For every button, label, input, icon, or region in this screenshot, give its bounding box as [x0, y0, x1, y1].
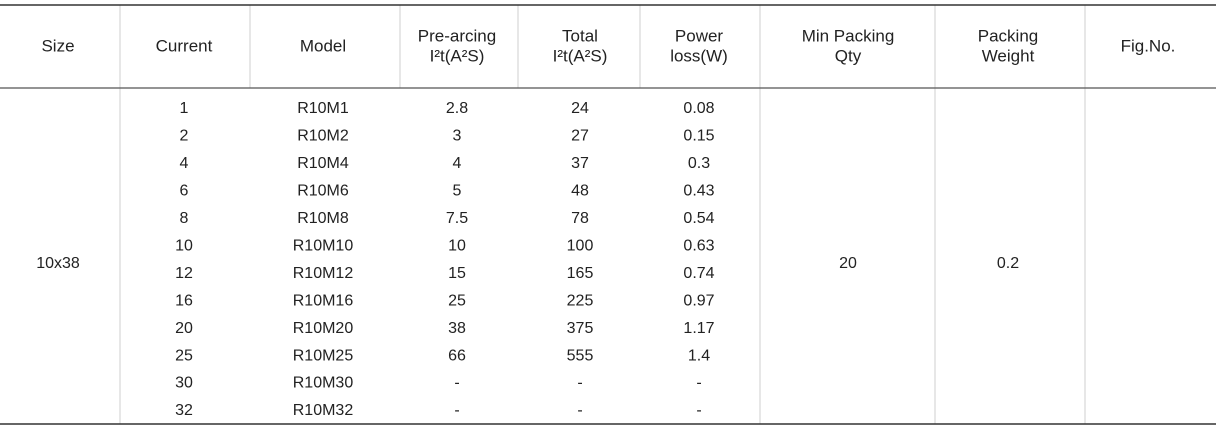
cell: R10M20: [293, 320, 354, 337]
cell: -: [454, 375, 459, 392]
cell: 48: [571, 183, 589, 200]
cell: 15: [448, 265, 466, 282]
cell: R10M2: [297, 128, 349, 145]
min-packing-cell: 20: [839, 255, 857, 272]
cell: 1: [180, 100, 189, 117]
cell: 30: [175, 375, 193, 392]
header-cell: Min Packing: [802, 26, 895, 45]
cell: 5: [453, 183, 462, 200]
cell: 165: [567, 265, 594, 282]
cell: 6: [180, 183, 189, 200]
cell: 10: [175, 237, 193, 254]
cell: 37: [571, 155, 589, 172]
cell: 25: [448, 292, 466, 309]
cell: 24: [571, 100, 589, 117]
cell: 4: [453, 155, 462, 172]
header-cell: Total: [562, 26, 598, 45]
header-cell: Packing: [978, 26, 1038, 45]
cell: 78: [571, 210, 589, 227]
cell: 0.08: [683, 100, 714, 117]
cell: R10M30: [293, 375, 354, 392]
cell: 66: [448, 347, 466, 364]
cell: -: [577, 375, 582, 392]
cell: 4: [180, 155, 189, 172]
cell: 7.5: [446, 210, 468, 227]
cell: 0.54: [683, 210, 714, 227]
cell: 0.3: [688, 155, 710, 172]
cell: 32: [175, 402, 193, 419]
cell: R10M6: [297, 183, 349, 200]
cell: 16: [175, 292, 193, 309]
header-cell: Current: [156, 36, 213, 55]
cell: R10M10: [293, 237, 354, 254]
header-cell: Power: [675, 26, 724, 45]
cell: -: [577, 402, 582, 419]
cell: -: [454, 402, 459, 419]
header-cell: Weight: [982, 46, 1035, 65]
column-dividers: [119, 5, 1086, 424]
cell: 8: [180, 210, 189, 227]
cell: 0.74: [683, 265, 714, 282]
cell: R10M1: [297, 100, 349, 117]
cell: 25: [175, 347, 193, 364]
packing-weight-cell: 0.2: [997, 255, 1019, 272]
header-cell: Fig.No.: [1121, 36, 1176, 55]
cell: 0.43: [683, 183, 714, 200]
cell: 20: [175, 320, 193, 337]
cell: 1.17: [683, 320, 714, 337]
cell: 38: [448, 320, 466, 337]
cell: R10M16: [293, 292, 354, 309]
cell: 225: [567, 292, 594, 309]
cell: 0.97: [683, 292, 714, 309]
cell: R10M4: [297, 155, 349, 172]
cell: -: [696, 402, 701, 419]
cell: R10M8: [297, 210, 349, 227]
cell: 2.8: [446, 100, 468, 117]
cell: -: [696, 375, 701, 392]
cell: 100: [567, 237, 594, 254]
cell: 1.4: [688, 347, 710, 364]
cell: 375: [567, 320, 594, 337]
header-cell: I²t(A²S): [430, 46, 485, 65]
cell: 12: [175, 265, 193, 282]
header-cell: loss(W): [670, 46, 728, 65]
size-cell: 10x38: [36, 255, 80, 272]
cell: R10M25: [293, 347, 354, 364]
cell: 0.63: [683, 237, 714, 254]
header-cell: I²t(A²S): [553, 46, 608, 65]
cell: 10: [448, 237, 466, 254]
cell: 2: [180, 128, 189, 145]
header-cell: Pre-arcing: [418, 26, 496, 45]
cell: R10M12: [293, 265, 354, 282]
cell: 555: [567, 347, 594, 364]
cell: 0.15: [683, 128, 714, 145]
cell: 27: [571, 128, 589, 145]
cell: R10M32: [293, 402, 354, 419]
header-cell: Qty: [835, 46, 862, 65]
header-cell: Size: [41, 36, 74, 55]
cell: 3: [453, 128, 462, 145]
header-cell: Model: [300, 36, 346, 55]
